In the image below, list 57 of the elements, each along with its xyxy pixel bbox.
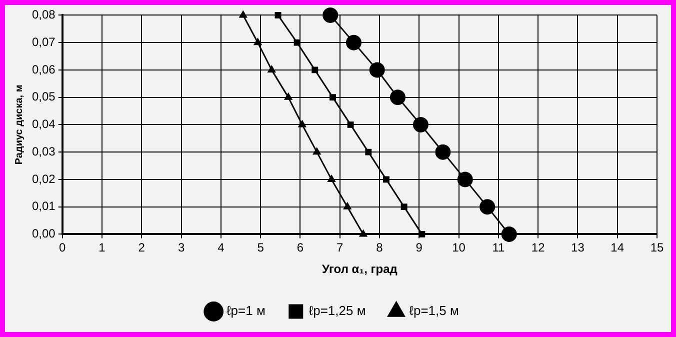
point	[294, 39, 300, 46]
x-tick-label: 14	[610, 240, 624, 255]
point	[274, 12, 282, 18]
x-tick-label: 13	[571, 240, 585, 255]
y-tick-label: 0,03	[32, 144, 56, 158]
x-tick-label: 4	[218, 240, 225, 255]
y-tick-label: 0,07	[32, 34, 56, 49]
x-tick-label: 6	[296, 240, 304, 255]
x-tick-label: 10	[452, 240, 466, 255]
x-tick-label: 8	[376, 240, 384, 255]
y-tick-label: 0,01	[32, 199, 56, 214]
point	[359, 230, 368, 237]
point	[239, 10, 247, 18]
point	[412, 116, 428, 132]
x-tick-label: 3	[178, 240, 185, 255]
y-axis-title: Радиус диска, м	[14, 84, 25, 165]
point	[313, 148, 321, 155]
x-tick-label: 7	[336, 240, 344, 255]
x-tick-label: 0	[59, 240, 66, 255]
point	[284, 93, 292, 100]
y-tick-label: 0,08	[32, 8, 56, 22]
x-tick-label: 2	[138, 240, 146, 255]
point	[322, 7, 338, 23]
point	[418, 230, 426, 238]
point	[365, 148, 372, 156]
point	[457, 172, 473, 188]
point	[501, 226, 517, 242]
x-axis-title: Угол α₁, град	[322, 262, 398, 276]
x-tick-label: 11	[492, 240, 505, 255]
point	[383, 176, 390, 183]
point	[347, 121, 354, 128]
x-tick-label: 1	[98, 240, 106, 255]
x-tick-label: 9	[416, 240, 423, 255]
point	[400, 204, 408, 210]
legend-label: ℓp=1,25 м	[308, 303, 366, 318]
point	[369, 62, 385, 78]
y-tick-label: 0,02	[32, 172, 56, 186]
point	[344, 202, 352, 210]
point	[480, 199, 496, 215]
point	[312, 66, 318, 74]
point	[329, 94, 336, 101]
x-tick-label: 15	[650, 240, 664, 255]
point	[298, 120, 306, 128]
point	[390, 90, 406, 106]
x-tick-label: 12	[531, 240, 546, 255]
point	[268, 66, 276, 72]
point	[254, 38, 262, 46]
point	[435, 144, 451, 160]
point	[346, 34, 362, 50]
y-tick-label: 0,06	[32, 62, 56, 76]
y-tick-label: 0,00	[32, 226, 56, 241]
legend-label: ℓp=1 м	[226, 303, 266, 318]
y-tick-label: 0,05	[32, 90, 56, 104]
y-tick-label: 0,04	[32, 117, 56, 132]
legend-label: ℓp=1,5 м	[409, 303, 459, 318]
x-tick-label: 5	[257, 240, 264, 255]
point	[328, 175, 336, 182]
